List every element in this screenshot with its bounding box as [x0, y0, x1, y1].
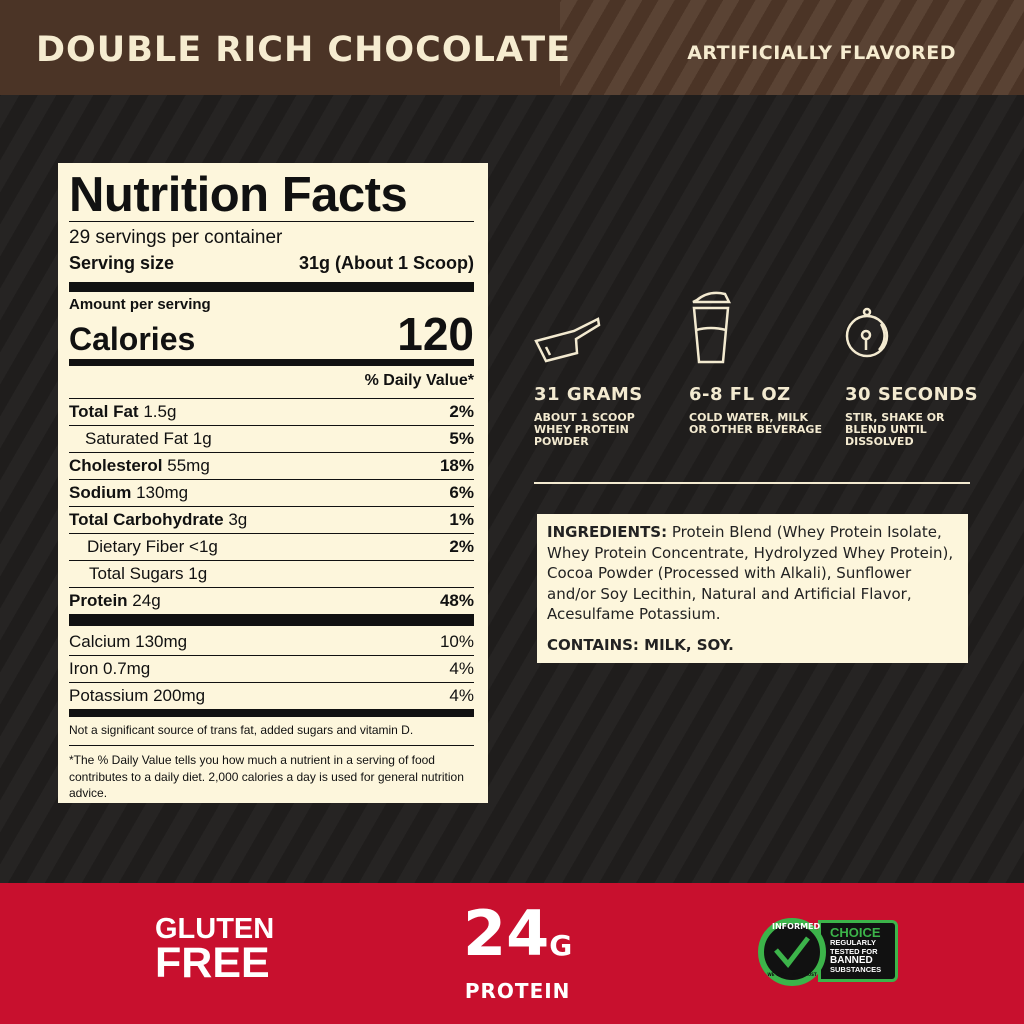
mineral-row: Potassium 200mg 4%	[69, 682, 474, 709]
nutrient-row: Protein 24g 48%	[69, 587, 474, 614]
nutrient-name: Total Fat 1.5g	[69, 402, 177, 421]
header-stripes	[560, 0, 1024, 95]
mineral-name: Calcium 130mg	[69, 631, 188, 651]
badge-choice: CHOICE	[830, 925, 881, 940]
nutrient-row: Total Carbohydrate 3g 1%	[69, 506, 474, 533]
mineral-row: Iron 0.7mg 4%	[69, 655, 474, 682]
nutrient-row: Saturated Fat 1g 5%	[69, 425, 474, 452]
serving-size: Serving size 31g (About 1 Scoop)	[69, 253, 474, 274]
footer-banner: GLUTEN FREE 24G PROTEIN INFORMED WE TEST…	[0, 883, 1024, 1024]
nutrient-dv: 5%	[449, 429, 474, 448]
mineral-dv: 4%	[449, 686, 474, 705]
calories-label: Calories	[69, 321, 196, 357]
direction-desc: COLD WATER, MILK OR OTHER BEVERAGE	[689, 411, 822, 436]
protein-claim: 24G PROTEIN	[463, 901, 573, 1004]
mineral-row: Calcium 130mg 10%	[69, 628, 474, 655]
nutrient-row: Cholesterol 55mg 18%	[69, 452, 474, 479]
gluten-free-claim: GLUTEN FREE	[155, 913, 275, 987]
badge-line: BANNED	[830, 955, 873, 966]
nutrient-dv: 48%	[439, 591, 474, 610]
direction-desc: STIR, SHAKE OR BLEND UNTIL DISSOLVED	[845, 411, 945, 448]
divider	[534, 482, 970, 484]
footnote-trans-fat: Not a significant source of trans fat, a…	[69, 723, 414, 737]
nutrient-dv: 1%	[449, 510, 474, 529]
gluten-text: GLUTEN	[155, 913, 275, 945]
nutrition-title: Nutrition Facts	[69, 168, 408, 222]
direction-title: 31 GRAMS	[534, 384, 643, 405]
ingredients-panel: INGREDIENTS: Protein Blend (Whey Protein…	[537, 514, 968, 663]
protein-unit: G	[549, 929, 573, 962]
nutrient-name: Saturated Fat 1g	[85, 429, 212, 448]
calories-value: 120	[397, 308, 474, 360]
nutrient-name: Total Carbohydrate 3g	[69, 510, 248, 529]
badge-line: SUBSTANCES	[830, 965, 882, 974]
serving-size-label: Serving size	[69, 253, 175, 273]
nutrition-facts-panel: Nutrition Facts 29 servings per containe…	[58, 163, 488, 803]
nutrient-name: Protein 24g	[69, 591, 161, 610]
nutrient-row: Total Fat 1.5g 2%	[69, 398, 474, 425]
protein-amount: 24	[463, 897, 550, 970]
nutrient-dv: 18%	[439, 456, 474, 475]
nutrient-row: Sodium 130mg 6%	[69, 479, 474, 506]
calories-row: Calories 120	[69, 307, 474, 361]
badge-ring-text: INFORMED	[772, 922, 821, 931]
servings-per-container: 29 servings per container	[69, 227, 283, 248]
nutrient-row: Total Sugars 1g	[69, 560, 474, 587]
ingredients-text: INGREDIENTS: Protein Blend (Whey Protein…	[547, 522, 958, 625]
mineral-dv: 10%	[439, 631, 474, 651]
amount-per-serving: Amount per serving	[69, 296, 211, 313]
allergen-statement: CONTAINS: MILK, SOY.	[547, 635, 734, 654]
nutrient-name: Cholesterol 55mg	[69, 456, 210, 475]
nutrient-dv: 2%	[449, 537, 474, 556]
nutrient-name: Dietary Fiber <1g	[87, 537, 218, 556]
direction-desc: ABOUT 1 SCOOP WHEY PROTEIN POWDER	[534, 411, 635, 448]
badge-ring-bottom: WE TEST · YOU TRUST	[767, 972, 817, 977]
nutrient-name: Sodium 130mg	[69, 483, 189, 502]
badge-line: REGULARLY	[830, 938, 876, 947]
direction-title: 30 SECONDS	[845, 384, 979, 405]
ingredients-label: INGREDIENTS:	[547, 523, 668, 541]
protein-label: PROTEIN	[464, 979, 571, 1003]
timer-icon	[845, 307, 889, 358]
badge-line: TESTED FOR	[830, 946, 878, 956]
flavor-title: DOUBLE RICH CHOCOLATE	[36, 30, 572, 70]
mineral-name: Potassium 200mg	[69, 686, 206, 705]
footnote-daily-value: *The % Daily Value tells you how much a …	[69, 753, 464, 800]
serving-size-value: 31g (About 1 Scoop)	[299, 253, 474, 273]
nutrient-dv: 6%	[449, 483, 474, 502]
mineral-dv: 4%	[449, 659, 474, 678]
nutrient-name: Total Sugars 1g	[89, 564, 208, 583]
informed-choice-badge: INFORMED WE TEST · YOU TRUST CHOICE REGU…	[758, 918, 898, 986]
checkmark-icon	[774, 936, 810, 968]
header-banner: DOUBLE RICH CHOCOLATE ARTIFICIALLY FLAVO…	[0, 0, 1024, 95]
direction-title: 6-8 FL OZ	[689, 384, 791, 405]
daily-value-header: % Daily Value*	[364, 372, 474, 389]
flavor-note: ARTIFICIALLY FLAVORED	[687, 42, 956, 64]
mineral-name: Iron 0.7mg	[69, 659, 151, 678]
ingredients-list: Protein Blend (Whey Protein Isolate, Whe…	[547, 523, 954, 623]
nutrient-row: Dietary Fiber <1g 2%	[69, 533, 474, 560]
nutrient-dv: 2%	[449, 402, 474, 421]
free-text: FREE	[155, 939, 270, 987]
scoop-icon	[534, 317, 601, 363]
shaker-icon	[692, 291, 732, 364]
